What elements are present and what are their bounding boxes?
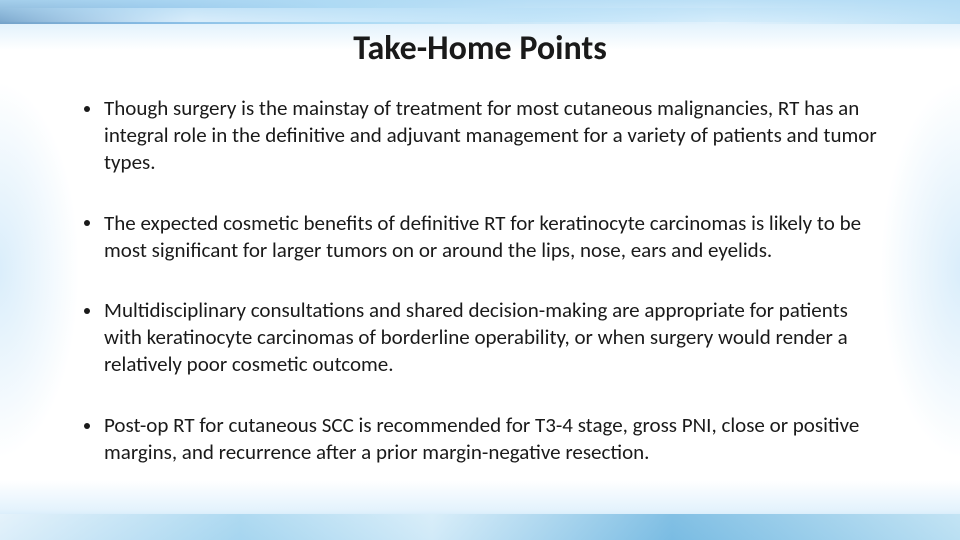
bullet-item: Post-op RT for cutaneous SCC is recommen… xyxy=(70,412,890,466)
bullet-list: Though surgery is the mainstay of treatm… xyxy=(70,95,890,466)
slide-container: Take-Home Points Though surgery is the m… xyxy=(0,0,960,540)
bullet-item: The expected cosmetic benefits of defini… xyxy=(70,210,890,264)
bullet-item: Though surgery is the mainstay of treatm… xyxy=(70,95,890,176)
slide-title: Take-Home Points xyxy=(70,28,890,69)
bullet-item: Multidisciplinary consultations and shar… xyxy=(70,297,890,378)
